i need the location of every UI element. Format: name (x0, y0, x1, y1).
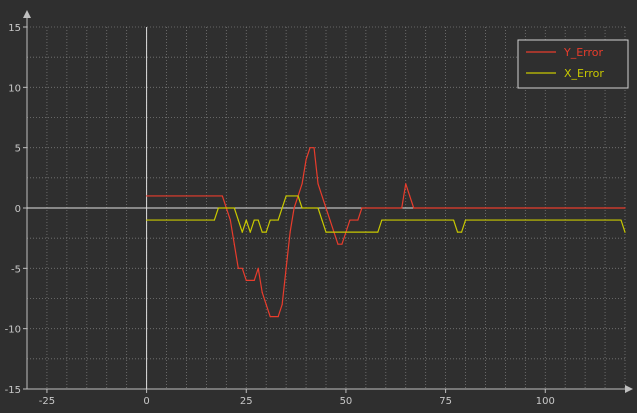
y-error-point (301, 183, 303, 185)
x-error-point (265, 231, 267, 233)
x-error-point (317, 207, 319, 209)
y-error-point (253, 279, 255, 281)
x-error-point (285, 195, 287, 197)
y-error-point (237, 267, 239, 269)
y-error-point (229, 219, 231, 221)
x-error-point (325, 231, 327, 233)
x-tick-label: 50 (340, 396, 353, 407)
legend: Y_Error X_Error (517, 39, 629, 89)
y-tick-label: 0 (15, 204, 21, 215)
y-tick-label: 10 (8, 83, 21, 94)
y-error-point (405, 183, 407, 185)
y-error-point (277, 316, 279, 318)
y-error-point (261, 291, 263, 294)
x-error-point (301, 207, 303, 209)
x-error-point (245, 219, 247, 221)
x-error-point (460, 231, 463, 233)
x-error-point (464, 219, 467, 221)
x-tick-label: 100 (536, 396, 555, 407)
y-error-point (413, 207, 415, 209)
y-error-point (289, 231, 291, 233)
y-error-point (285, 267, 287, 269)
x-error-point (249, 231, 251, 233)
x-error-line (146, 195, 626, 233)
x-tick-label: -25 (39, 396, 55, 407)
series-layer (146, 147, 626, 318)
y-error-point (325, 207, 327, 209)
x-error-point (217, 207, 219, 209)
x-error-point (624, 231, 626, 233)
x-error-point (213, 219, 215, 221)
x-error-point (257, 219, 259, 221)
y-error-point (257, 267, 259, 269)
x-error-point (261, 231, 263, 233)
x-tick-label: 75 (439, 396, 452, 407)
y-axis-arrow-icon (23, 10, 31, 18)
y-error-point (293, 207, 295, 209)
y-error-point (281, 303, 283, 306)
legend-label-y-error: Y_Error (563, 46, 604, 59)
x-error-point (381, 219, 383, 221)
x-tick-label: 25 (240, 396, 253, 407)
y-error-point (245, 279, 247, 281)
x-error-point (620, 219, 622, 221)
y-tick-label: 5 (15, 144, 21, 155)
x-error-point (377, 231, 379, 233)
y-error-point (401, 207, 403, 209)
x-error-point (233, 207, 235, 209)
y-error-point (146, 195, 148, 197)
legend-label-x-error: X_Error (564, 67, 604, 80)
y-error-point (309, 147, 311, 149)
y-error-point (221, 195, 223, 197)
y-error-point (329, 219, 331, 221)
y-tick-label: -10 (5, 325, 21, 336)
y-error-point (409, 195, 411, 197)
y-tick-label: -15 (5, 385, 21, 396)
y-error-point (337, 243, 339, 245)
tick-labels: -25 0 25 50 75 100 -15 -10 -5 0 5 10 15 (5, 23, 555, 407)
y-error-point (265, 303, 267, 306)
x-error-point (321, 219, 323, 221)
x-tick-label: 0 (143, 396, 149, 407)
y-error-point (321, 195, 323, 197)
x-error-point (277, 219, 279, 221)
x-error-point (146, 219, 148, 221)
x-axis-arrow-icon (625, 385, 633, 393)
x-error-point (273, 219, 275, 221)
legend-box (517, 39, 629, 89)
x-error-point (269, 219, 271, 221)
y-error-point (313, 147, 315, 149)
y-error-point (305, 159, 307, 161)
y-error-point (233, 243, 235, 245)
x-error-point (253, 219, 255, 221)
x-error-point (241, 231, 243, 233)
y-error-point (624, 207, 626, 209)
x-error-point (452, 219, 455, 221)
x-error-point (297, 195, 299, 197)
y-error-point (241, 267, 243, 269)
x-error-point (456, 231, 459, 233)
y-error-point (349, 219, 351, 221)
x-error-point (237, 219, 239, 221)
x-error-point (281, 207, 283, 209)
y-error-point (361, 207, 363, 209)
y-error-point (269, 316, 271, 318)
y-tick-label: 15 (8, 23, 21, 34)
y-error-point (357, 219, 359, 221)
y-error-point (317, 183, 319, 185)
y-error-point (341, 243, 343, 245)
y-tick-label: -5 (11, 264, 21, 275)
